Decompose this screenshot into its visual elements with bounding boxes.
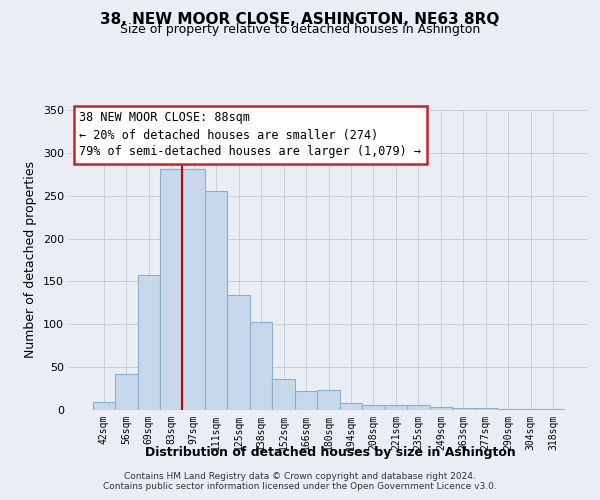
Bar bbox=[497, 409, 520, 410]
Y-axis label: Number of detached properties: Number of detached properties bbox=[25, 162, 37, 358]
Bar bbox=[272, 379, 295, 410]
Bar bbox=[542, 409, 565, 410]
Text: Distribution of detached houses by size in Ashington: Distribution of detached houses by size … bbox=[145, 446, 515, 459]
Text: 38 NEW MOOR CLOSE: 88sqm
← 20% of detached houses are smaller (274)
79% of semi-: 38 NEW MOOR CLOSE: 88sqm ← 20% of detach… bbox=[79, 112, 421, 158]
Bar bbox=[182, 169, 205, 410]
Bar bbox=[362, 405, 385, 410]
Bar bbox=[475, 408, 497, 410]
Bar bbox=[452, 408, 475, 410]
Text: Contains public sector information licensed under the Open Government Licence v3: Contains public sector information licen… bbox=[103, 482, 497, 491]
Bar bbox=[137, 274, 160, 410]
Bar bbox=[520, 409, 542, 410]
Bar bbox=[430, 406, 452, 410]
Text: Contains HM Land Registry data © Crown copyright and database right 2024.: Contains HM Land Registry data © Crown c… bbox=[124, 472, 476, 481]
Bar bbox=[250, 322, 272, 410]
Bar bbox=[115, 374, 137, 410]
Bar bbox=[160, 169, 182, 410]
Bar bbox=[317, 390, 340, 410]
Text: 38, NEW MOOR CLOSE, ASHINGTON, NE63 8RQ: 38, NEW MOOR CLOSE, ASHINGTON, NE63 8RQ bbox=[100, 12, 500, 28]
Bar bbox=[340, 403, 362, 410]
Text: Size of property relative to detached houses in Ashington: Size of property relative to detached ho… bbox=[120, 24, 480, 36]
Bar bbox=[92, 402, 115, 410]
Bar bbox=[205, 190, 227, 410]
Bar bbox=[227, 295, 250, 410]
Bar bbox=[295, 391, 317, 410]
Bar bbox=[385, 405, 407, 410]
Bar bbox=[407, 405, 430, 410]
